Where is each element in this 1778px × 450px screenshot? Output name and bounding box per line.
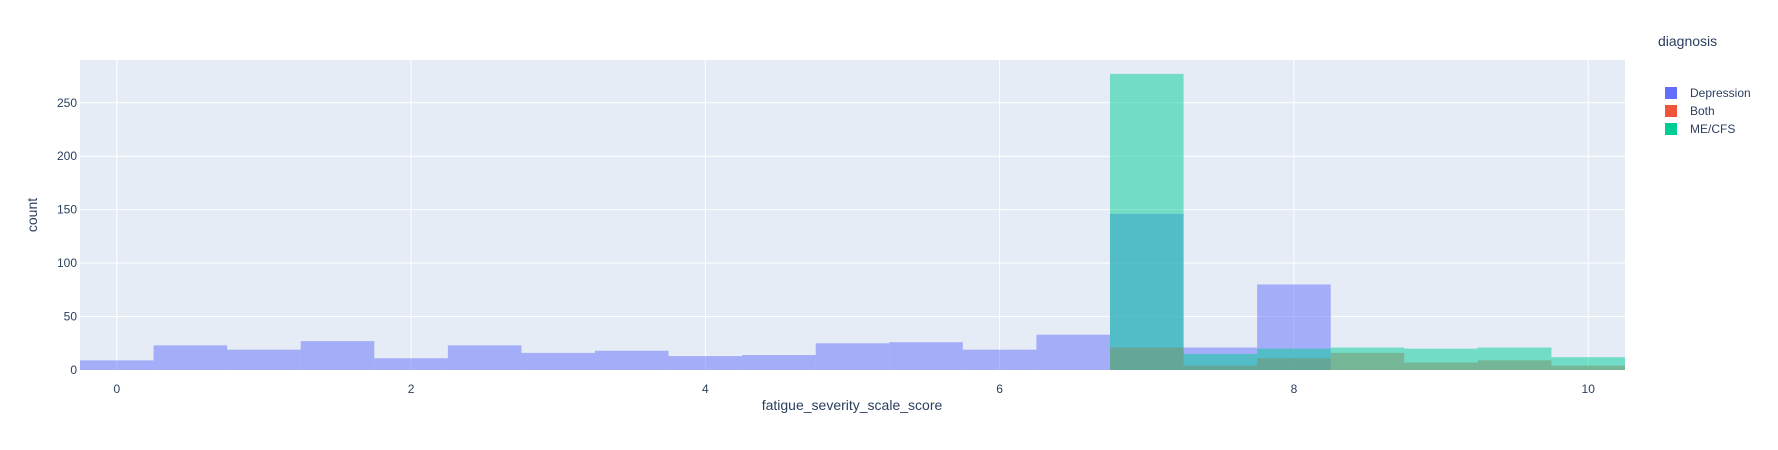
bar-depression [374, 358, 448, 370]
bar-me-cfs [1110, 73, 1184, 371]
bar-depression [742, 355, 816, 370]
legend-title: diagnosis [1658, 33, 1717, 49]
bar-me-cfs [1183, 353, 1258, 370]
bar-depression [447, 345, 522, 370]
bar-depression [227, 349, 301, 370]
x-tick-label: 2 [408, 382, 415, 396]
bar-depression [153, 345, 228, 370]
bar-depression [815, 343, 890, 370]
y-tick-label: 250 [57, 96, 77, 110]
y-tick-label: 200 [57, 149, 77, 163]
bars [80, 73, 1625, 371]
y-tick-label: 100 [57, 256, 77, 270]
plot-background [80, 60, 1625, 370]
bar-depression [668, 356, 743, 370]
y-tick-label: 50 [64, 310, 78, 324]
bar-me-cfs [1404, 348, 1478, 370]
x-tick-label: 8 [1291, 382, 1298, 396]
x-tick-label: 4 [702, 382, 709, 396]
x-tick-label: 6 [996, 382, 1003, 396]
bar-me-cfs [1330, 347, 1405, 370]
legend: diagnosis Depression Both ME/CFS [1658, 33, 1751, 136]
x-tick-label: 0 [113, 382, 120, 396]
legend-item-label[interactable]: Depression [1690, 86, 1751, 100]
gridlines [80, 60, 1625, 370]
x-axis-ticks: 0 2 4 6 8 10 [113, 382, 1595, 396]
bar-depression [1036, 334, 1110, 370]
legend-item-label[interactable]: Both [1690, 104, 1715, 118]
legend-swatch[interactable] [1665, 123, 1677, 135]
bar-depression [521, 352, 595, 370]
bar-depression [300, 341, 375, 370]
legend-swatch[interactable] [1665, 87, 1677, 99]
y-tick-label: 0 [70, 363, 77, 377]
bar-depression [962, 349, 1037, 370]
legend-swatch[interactable] [1665, 105, 1677, 117]
y-tick-label: 150 [57, 203, 77, 217]
y-axis-title: count [24, 198, 40, 232]
legend-item-label[interactable]: ME/CFS [1690, 122, 1735, 136]
bar-me-cfs [1477, 347, 1552, 370]
bar-depression [595, 350, 669, 370]
bar-me-cfs [1551, 357, 1625, 370]
bar-depression [80, 360, 154, 370]
y-axis-ticks: 0 50 100 150 200 250 [57, 96, 77, 377]
x-axis-title: fatigue_severity_scale_score [762, 397, 943, 413]
x-tick-label: 10 [1582, 382, 1596, 396]
bar-me-cfs [1257, 348, 1331, 370]
bar-depression [889, 342, 963, 370]
